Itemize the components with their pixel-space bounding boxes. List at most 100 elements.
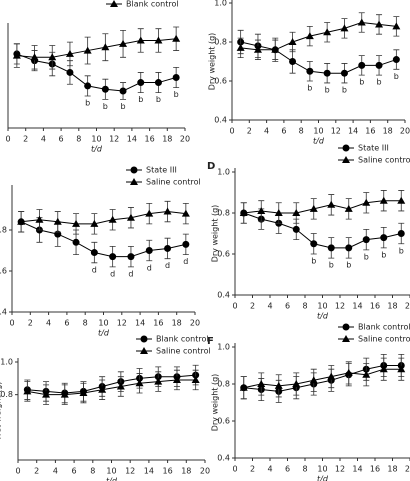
significance-label: b xyxy=(399,246,404,255)
x-tick-label: 10 xyxy=(313,127,323,136)
series-line xyxy=(243,365,402,392)
x-tick-label: 2 xyxy=(250,465,255,474)
circle-marker xyxy=(306,67,314,75)
triangle-marker xyxy=(72,219,81,227)
triangle-marker xyxy=(145,209,154,217)
x-tick-label: 8 xyxy=(302,302,307,311)
triangle-marker xyxy=(83,46,92,54)
significance-label: d xyxy=(165,261,170,270)
triangle-marker xyxy=(309,376,318,384)
significance-label: b xyxy=(311,257,316,266)
triangle-marker xyxy=(397,196,406,204)
triangle-marker xyxy=(342,156,350,163)
significance-label: b xyxy=(346,261,351,270)
x-tick-label: 12 xyxy=(117,319,127,328)
series-line xyxy=(240,41,397,74)
series-line xyxy=(243,212,402,249)
x-tick-label: 10 xyxy=(317,302,327,311)
x-tick-label: 20 xyxy=(405,302,410,311)
triangle-marker xyxy=(323,28,332,36)
panel-letter: D xyxy=(207,161,215,172)
significance-label: b xyxy=(85,99,90,108)
circle-marker xyxy=(310,240,318,248)
x-tick-label: 16 xyxy=(365,127,375,136)
triangle-marker xyxy=(274,381,283,389)
legend-label: Saline control xyxy=(156,347,211,356)
x-tick-label: 14 xyxy=(144,467,154,476)
x-tick-label: 6 xyxy=(64,319,69,328)
series-line xyxy=(20,221,186,258)
y-tick-label: 1.0 xyxy=(214,0,227,8)
significance-label: b xyxy=(394,72,399,81)
legend-label: Saline control xyxy=(358,156,410,165)
y-axis-label: Wet weight (g) xyxy=(0,382,3,441)
y-tick-label: 0.4 xyxy=(217,454,230,463)
triangle-marker xyxy=(60,390,69,398)
circle-marker xyxy=(289,58,297,65)
triangle-marker xyxy=(342,335,350,342)
panel: 0 2 4 6 8 10 12 14 16 18 20 t/d 0.4 0.6 0.8 d d d d d d State… xyxy=(0,166,201,338)
x-tick-label: 8 xyxy=(302,465,307,474)
circle-marker xyxy=(345,244,353,252)
triangle-marker xyxy=(98,385,107,393)
legend-label: Saline control xyxy=(358,335,410,344)
y-tick-label: 0.4 xyxy=(217,291,230,300)
x-tick-label: 2 xyxy=(247,127,252,136)
significance-label: d xyxy=(183,257,188,266)
x-tick-label: 6 xyxy=(285,302,290,311)
x-tick-label: 18 xyxy=(387,465,397,474)
y-axis-label: Dry weight (g) xyxy=(208,33,217,91)
x-tick-label: 2 xyxy=(23,135,28,144)
series-line xyxy=(27,374,196,394)
significance-label: b xyxy=(121,102,126,111)
x-tick-label: 4 xyxy=(46,319,51,328)
triangle-marker xyxy=(397,365,406,373)
x-axis-label: t/d xyxy=(106,477,118,481)
triangle-marker xyxy=(53,217,62,225)
triangle-marker xyxy=(101,43,110,51)
x-axis-label: t/d xyxy=(91,145,103,154)
significance-label: d xyxy=(128,269,133,278)
legend-label: Blank control xyxy=(126,0,179,9)
series-line xyxy=(16,53,177,92)
x-tick-label: 10 xyxy=(317,465,327,474)
triangle-marker xyxy=(305,32,314,40)
significance-label: b xyxy=(307,84,312,93)
circle-marker xyxy=(340,69,348,77)
triangle-marker xyxy=(90,219,99,227)
triangle-marker xyxy=(292,209,301,216)
circle-marker xyxy=(130,166,138,174)
x-tick-label: 0 xyxy=(229,127,234,136)
x-tick-label: 20 xyxy=(400,127,410,136)
x-tick-label: 12 xyxy=(335,465,345,474)
legend-label: Blank control xyxy=(156,335,209,344)
x-tick-label: 8 xyxy=(83,319,88,328)
circle-marker xyxy=(109,253,117,261)
circle-marker xyxy=(292,225,300,233)
triangle-marker xyxy=(392,22,401,30)
triangle-marker xyxy=(362,198,371,206)
x-tick-label: 8 xyxy=(299,127,304,136)
x-tick-label: 6 xyxy=(281,127,286,136)
x-tick-label: 2 xyxy=(34,467,39,476)
x-tick-label: 2 xyxy=(28,319,33,328)
y-tick-label: 0.8 xyxy=(217,380,230,389)
series-line xyxy=(16,38,177,58)
circle-marker xyxy=(145,247,153,254)
x-tick-label: 6 xyxy=(72,467,77,476)
x-tick-label: 0 xyxy=(232,302,237,311)
triangle-marker xyxy=(126,213,135,221)
x-axis-label: t/d xyxy=(313,137,325,146)
triangle-marker xyxy=(108,215,117,223)
x-tick-label: 16 xyxy=(370,465,380,474)
y-tick-label: 0.6 xyxy=(217,417,230,426)
triangle-marker xyxy=(309,204,318,212)
panel: D 0 2 4 6 8 10 12 14 16 18 20 t/d 0.4 0.6 0.8 1.0 Dry wei… xyxy=(207,144,410,321)
x-tick-label: 10 xyxy=(91,135,101,144)
y-tick-label: 0.4 xyxy=(214,116,227,125)
x-tick-label: 18 xyxy=(387,302,397,311)
significance-label: d xyxy=(110,269,115,278)
significance-label: b xyxy=(342,85,347,94)
y-tick-label: 1.0 xyxy=(217,168,230,177)
y-tick-label: 0.6 xyxy=(217,250,230,259)
